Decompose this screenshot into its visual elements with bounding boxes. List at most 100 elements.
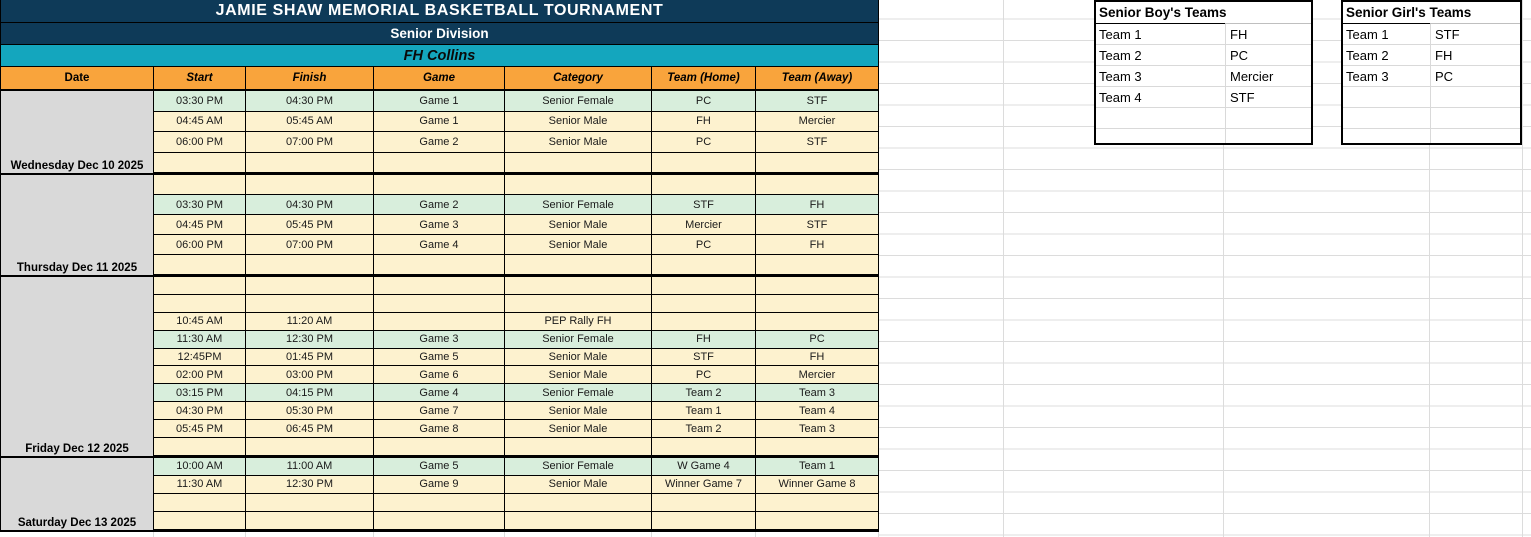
panel-title[interactable]: Senior Boy's Teams <box>1096 2 1311 24</box>
schedule-cell[interactable] <box>374 152 505 173</box>
schedule-cell[interactable]: PC <box>652 91 756 112</box>
schedule-cell[interactable]: 05:45 PM <box>154 420 246 439</box>
schedule-cell[interactable]: 07:00 PM <box>246 132 374 153</box>
schedule-cell[interactable]: Game 2 <box>374 195 505 215</box>
date-group-label[interactable]: Wednesday Dec 10 2025 <box>1 91 154 173</box>
schedule-cell[interactable] <box>154 493 246 512</box>
team-label[interactable]: Team 1 <box>1346 27 1389 42</box>
schedule-cell[interactable] <box>756 511 878 530</box>
schedule-cell[interactable]: PC <box>652 132 756 153</box>
schedule-cell[interactable]: 03:00 PM <box>246 366 374 385</box>
schedule-cell[interactable] <box>652 152 756 173</box>
schedule-cell[interactable] <box>652 312 756 331</box>
schedule-cell[interactable]: FH <box>652 111 756 132</box>
schedule-cell[interactable]: 05:45 AM <box>246 111 374 132</box>
schedule-cell[interactable] <box>505 255 652 275</box>
schedule-cell[interactable] <box>154 255 246 275</box>
schedule-cell[interactable]: 10:00 AM <box>154 457 246 476</box>
schedule-cell[interactable]: Mercier <box>756 366 878 385</box>
schedule-cell[interactable]: Team 3 <box>756 384 878 403</box>
schedule-cell[interactable] <box>374 175 505 195</box>
schedule-cell[interactable]: Game 5 <box>374 348 505 367</box>
column-header[interactable]: Team (Away) <box>781 72 853 84</box>
division-title[interactable]: Senior Division <box>1 23 878 45</box>
schedule-cell[interactable]: FH <box>756 235 878 255</box>
schedule-cell[interactable] <box>246 493 374 512</box>
schedule-cell[interactable] <box>154 511 246 530</box>
schedule-cell[interactable]: 12:45PM <box>154 348 246 367</box>
schedule-cell[interactable]: STF <box>756 215 878 235</box>
schedule-cell[interactable]: PC <box>652 366 756 385</box>
schedule-cell[interactable]: Game 2 <box>374 132 505 153</box>
date-group-label[interactable]: Saturday Dec 13 2025 <box>1 457 154 530</box>
tournament-title[interactable]: JAMIE SHAW MEMORIAL BASKETBALL TOURNAMEN… <box>1 0 878 23</box>
column-header[interactable]: Finish <box>246 67 374 89</box>
schedule-cell[interactable] <box>246 294 374 313</box>
schedule-cell[interactable]: Senior Female <box>505 457 652 476</box>
schedule-cell[interactable]: STF <box>756 91 878 112</box>
schedule-cell[interactable]: FH <box>756 195 878 215</box>
schedule-cell[interactable]: STF <box>756 132 878 153</box>
schedule-cell[interactable] <box>246 277 374 295</box>
schedule-cell[interactable]: Senior Female <box>505 330 652 349</box>
schedule-cell[interactable]: Senior Male <box>505 420 652 439</box>
schedule-cell[interactable]: Game 7 <box>374 402 505 421</box>
schedule-cell[interactable]: Senior Male <box>505 348 652 367</box>
schedule-cell[interactable] <box>652 294 756 313</box>
team-value[interactable]: FH <box>1230 27 1248 42</box>
schedule-cell[interactable] <box>246 438 374 456</box>
schedule-cell[interactable]: 04:30 PM <box>246 195 374 215</box>
schedule-cell[interactable]: 02:00 PM <box>154 366 246 385</box>
schedule-cell[interactable]: 05:30 PM <box>246 402 374 421</box>
column-header[interactable]: Team (Home) <box>652 67 756 89</box>
schedule-cell[interactable]: 07:00 PM <box>246 235 374 255</box>
schedule-cell[interactable]: Senior Male <box>505 235 652 255</box>
schedule-cell[interactable]: Senior Female <box>505 91 652 112</box>
schedule-cell[interactable] <box>652 277 756 295</box>
team-label[interactable]: Team 3 <box>1346 69 1389 84</box>
column-header[interactable]: Date <box>1 67 154 89</box>
schedule-cell[interactable] <box>246 175 374 195</box>
team-label[interactable]: Team 2 <box>1346 48 1389 63</box>
schedule-cell[interactable]: Mercier <box>652 215 756 235</box>
schedule-cell[interactable]: 10:45 AM <box>154 312 246 331</box>
team-label[interactable]: Team 4 <box>1099 90 1142 105</box>
schedule-cell[interactable] <box>154 152 246 173</box>
schedule-cell[interactable]: Team 2 <box>652 420 756 439</box>
schedule-cell[interactable]: Team 2 <box>652 384 756 403</box>
schedule-cell[interactable] <box>652 175 756 195</box>
schedule-cell[interactable] <box>505 438 652 456</box>
schedule-cell[interactable]: 11:20 AM <box>246 312 374 331</box>
schedule-cell[interactable] <box>154 175 246 195</box>
schedule-cell[interactable] <box>505 175 652 195</box>
team-value[interactable]: STF <box>1230 90 1255 105</box>
schedule-cell[interactable]: 04:30 PM <box>246 91 374 112</box>
schedule-cell[interactable]: Mercier <box>756 111 878 132</box>
schedule-cell[interactable] <box>246 511 374 530</box>
schedule-cell[interactable] <box>154 277 246 295</box>
schedule-cell[interactable] <box>756 294 878 313</box>
schedule-cell[interactable] <box>374 438 505 456</box>
column-header[interactable]: Game <box>374 67 505 89</box>
schedule-cell[interactable] <box>246 152 374 173</box>
schedule-cell[interactable] <box>756 312 878 331</box>
team-value[interactable]: Mercier <box>1230 69 1274 84</box>
schedule-cell[interactable] <box>756 255 878 275</box>
schedule-cell[interactable]: Senior Female <box>505 384 652 403</box>
schedule-cell[interactable]: PC <box>652 235 756 255</box>
schedule-cell[interactable]: Senior Female <box>505 195 652 215</box>
schedule-cell[interactable]: Game 8 <box>374 420 505 439</box>
schedule-cell[interactable] <box>505 277 652 295</box>
schedule-cell[interactable] <box>756 438 878 456</box>
schedule-cell[interactable] <box>652 438 756 456</box>
team-label[interactable]: Team 3 <box>1099 69 1142 84</box>
schedule-cell[interactable]: STF <box>652 348 756 367</box>
panel-title[interactable]: Senior Girl's Teams <box>1343 2 1520 24</box>
schedule-cell[interactable]: 12:30 PM <box>246 330 374 349</box>
schedule-cell[interactable]: 04:45 AM <box>154 111 246 132</box>
schedule-cell[interactable] <box>505 493 652 512</box>
team-value[interactable]: PC <box>1435 69 1454 84</box>
schedule-cell[interactable]: 12:30 PM <box>246 475 374 494</box>
schedule-cell[interactable] <box>756 175 878 195</box>
schedule-cell[interactable] <box>505 152 652 173</box>
